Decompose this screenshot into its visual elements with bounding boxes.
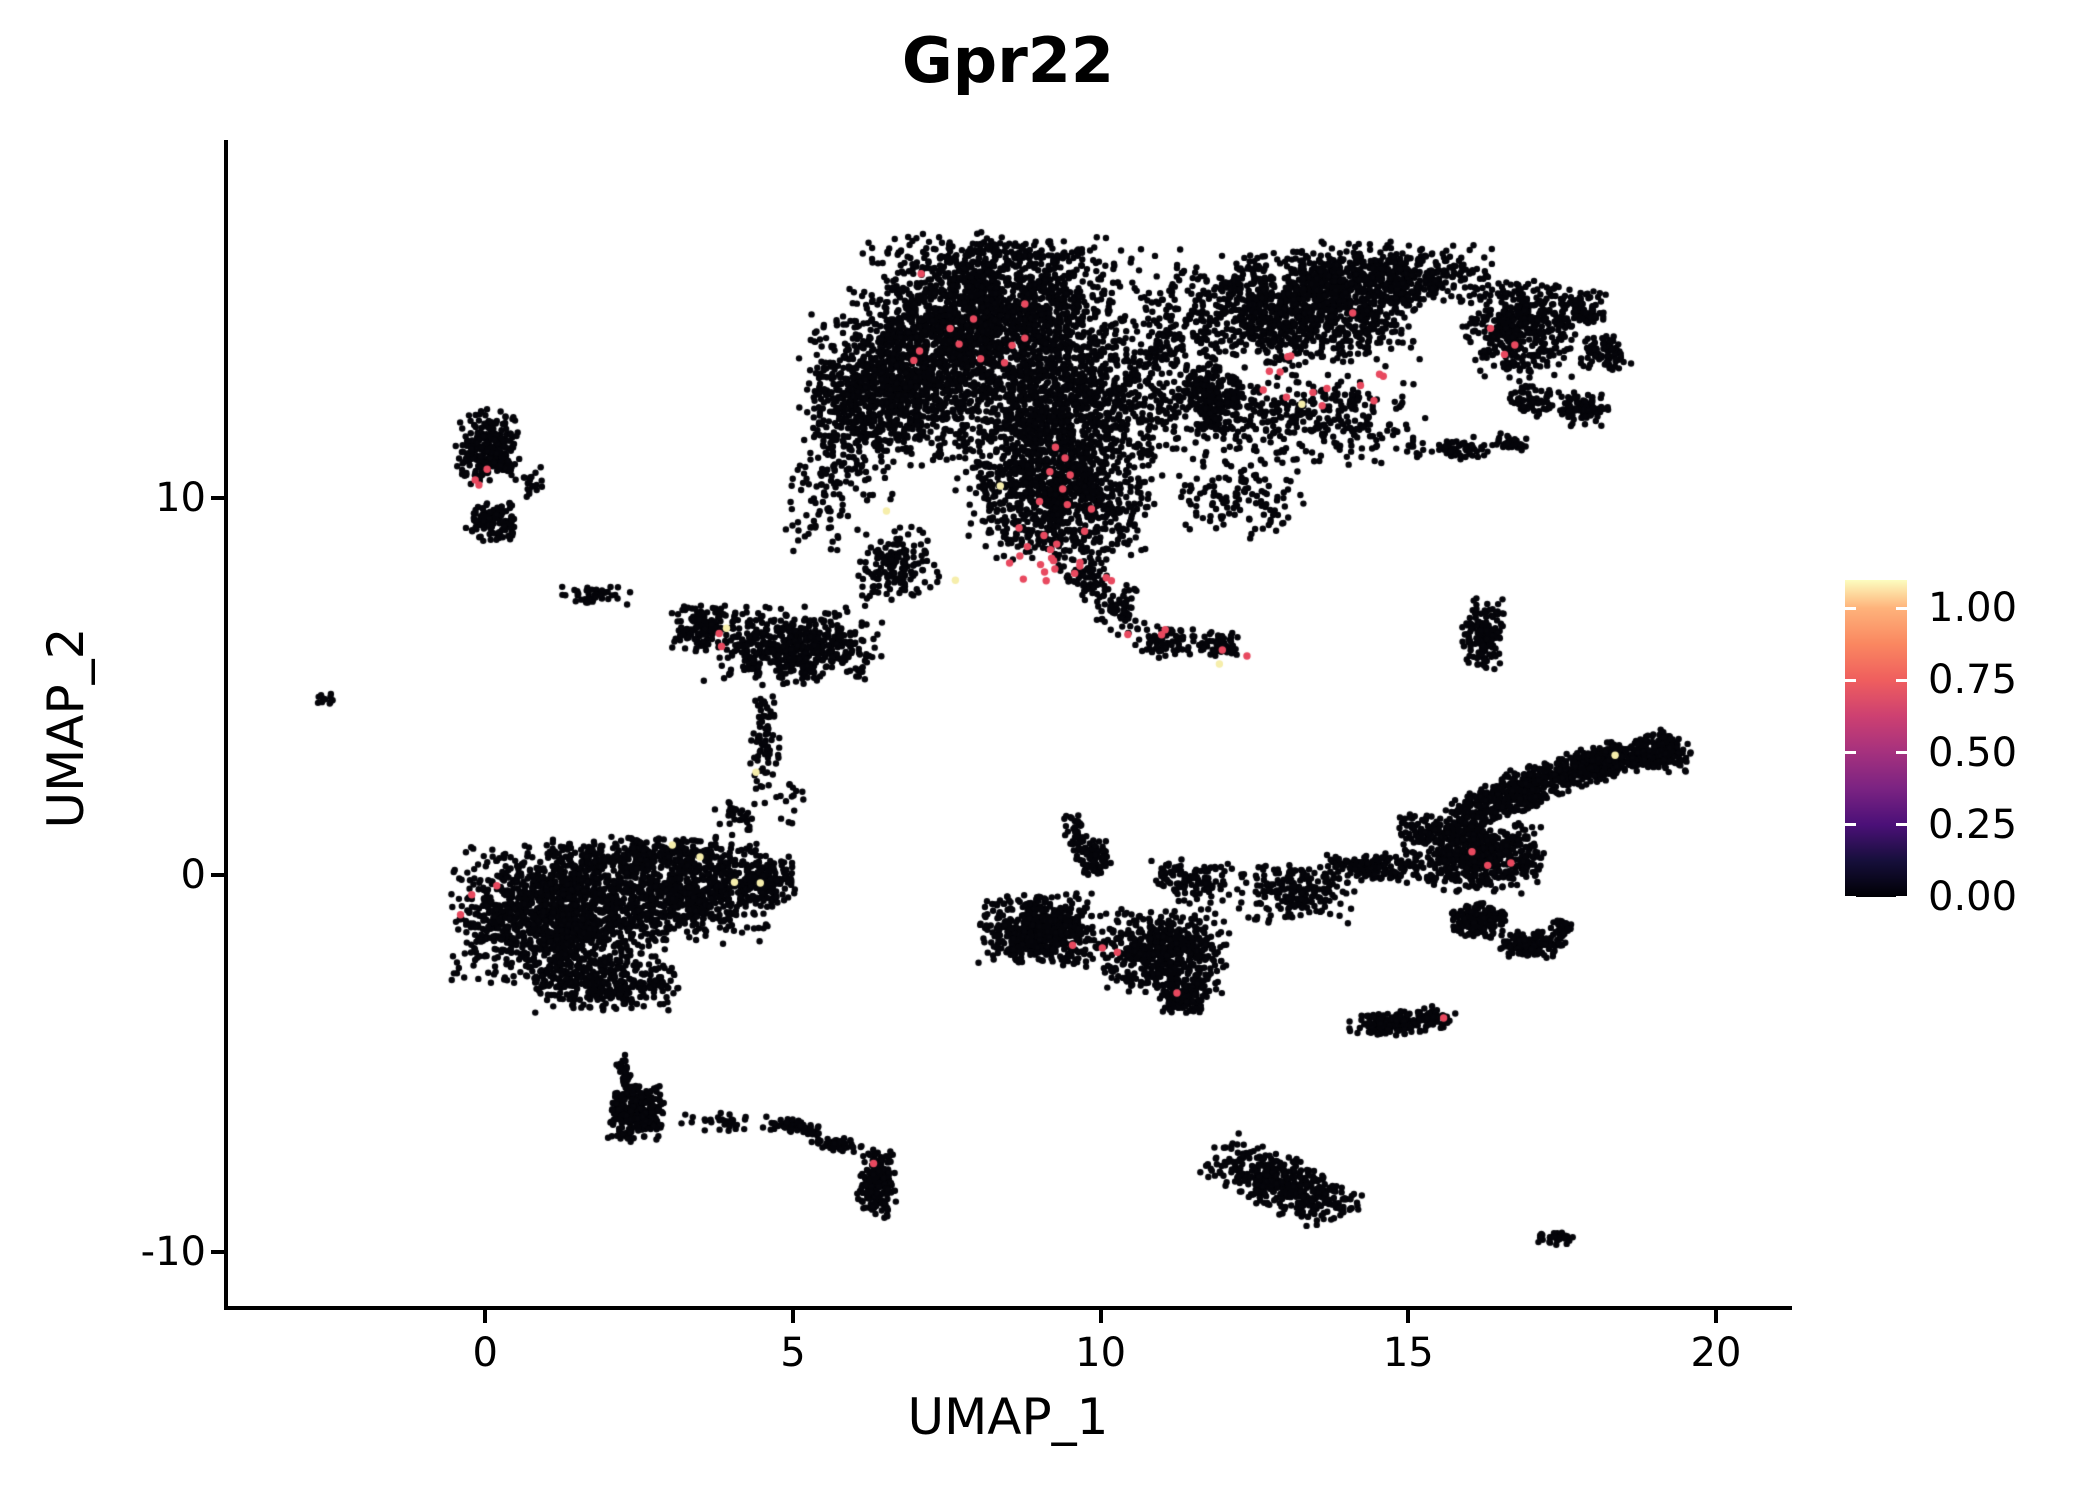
colorbar-tick-mark <box>1896 751 1907 754</box>
x-tick-label: 15 <box>1382 1330 1434 1376</box>
y-tick-label: -10 <box>140 1229 206 1276</box>
colorbar-tick-mark <box>1896 678 1907 682</box>
x-tick-mark <box>483 1310 488 1323</box>
y-tick-label: 0 <box>180 852 206 899</box>
y-axis-title: UMAP_2 <box>37 627 95 829</box>
legend-tick-label: 0.75 <box>1928 657 2018 704</box>
y-tick-mark <box>211 1250 224 1255</box>
x-tick-label: 5 <box>780 1330 806 1376</box>
y-tick-mark <box>211 873 224 878</box>
x-tick-mark <box>1406 1310 1411 1323</box>
legend-tick-label: 1.00 <box>1928 585 2018 632</box>
x-tick-label: 10 <box>1075 1330 1127 1376</box>
colorbar-tick-mark <box>1845 823 1856 827</box>
x-tick-label: 0 <box>472 1330 498 1376</box>
x-axis-title: UMAP_1 <box>907 1388 1109 1446</box>
colorbar-tick-mark <box>1845 678 1856 682</box>
expression-colorbar <box>1845 580 1907 897</box>
colorbar-tick-mark <box>1896 895 1907 899</box>
legend-tick-label: 0.50 <box>1928 729 2018 776</box>
y-tick-mark <box>211 496 224 501</box>
y-tick-label: 10 <box>155 475 206 522</box>
legend-tick-label: 0.00 <box>1928 874 2018 920</box>
colorbar-tick-mark <box>1896 823 1907 827</box>
x-tick-mark <box>1714 1310 1718 1323</box>
x-tick-label: 20 <box>1690 1330 1742 1376</box>
legend-tick-label: 0.25 <box>1928 801 2018 848</box>
colorbar-tick-mark <box>1896 606 1907 610</box>
x-axis-line <box>224 1306 1792 1310</box>
x-tick-mark <box>1098 1310 1103 1323</box>
y-axis-line <box>224 140 228 1310</box>
x-tick-mark <box>790 1310 795 1323</box>
colorbar-tick-mark <box>1845 751 1856 754</box>
colorbar-tick-mark <box>1845 895 1856 899</box>
colorbar-tick-mark <box>1845 606 1856 610</box>
plot-title: Gpr22 <box>901 24 1115 97</box>
